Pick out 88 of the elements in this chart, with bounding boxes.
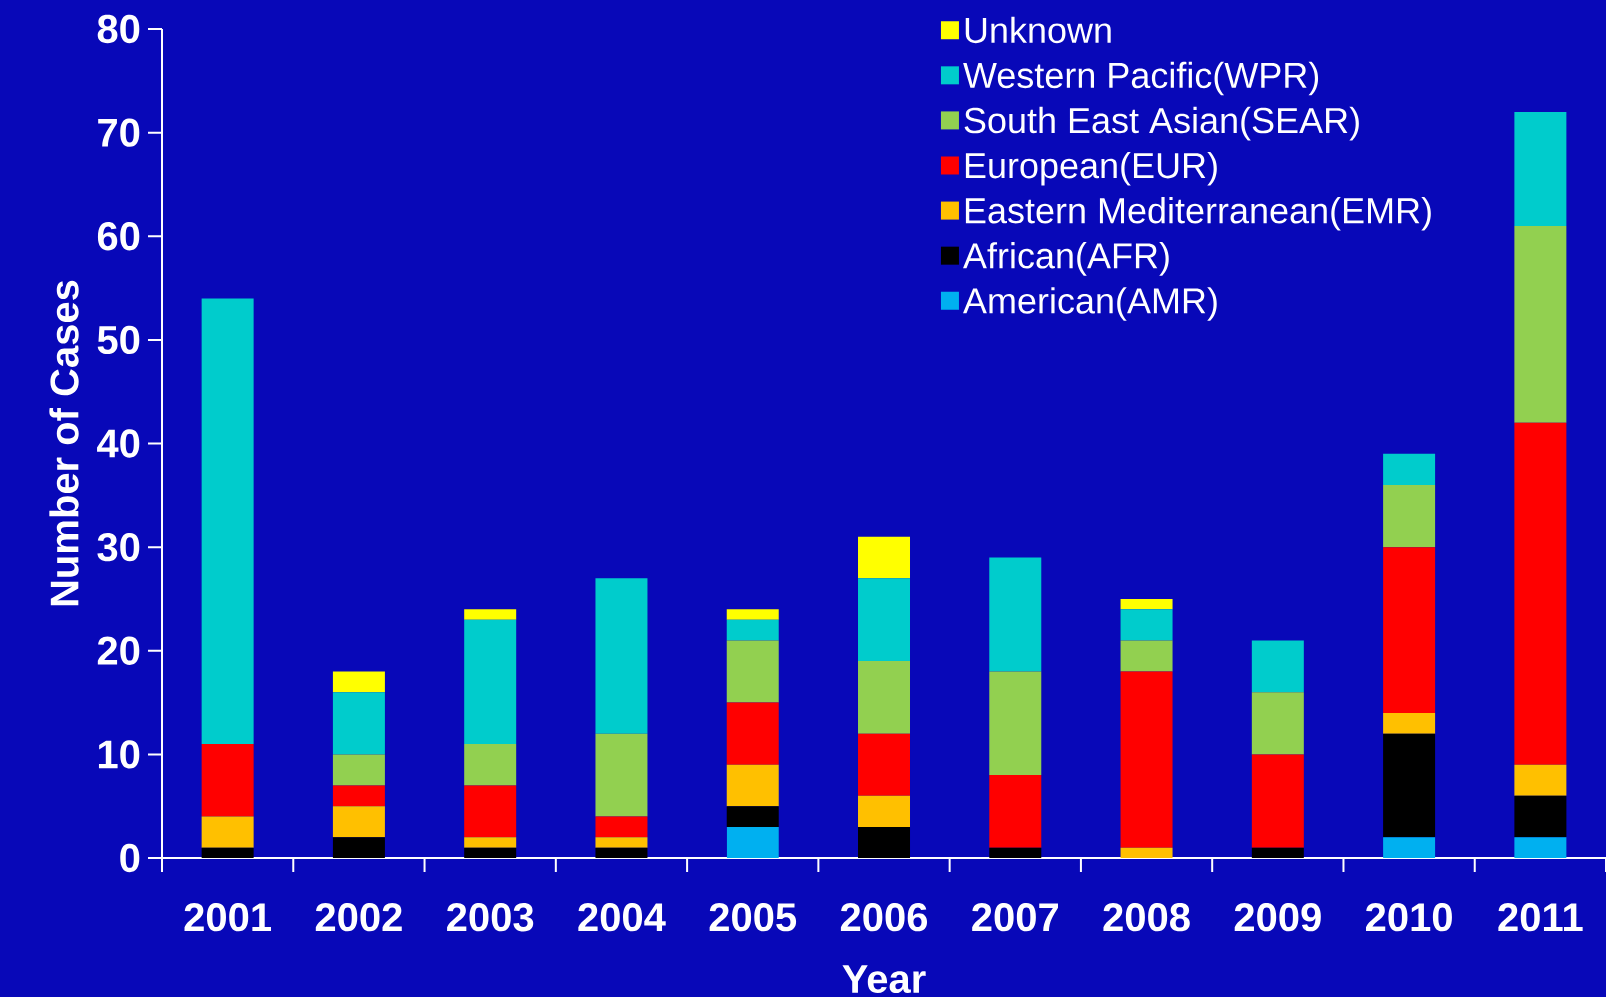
bar: [595, 837, 648, 848]
y-axis-title: Number of Cases: [49, 280, 79, 606]
y-tick-label: 70: [98, 118, 140, 147]
bar: [464, 847, 517, 858]
bar: [1514, 795, 1567, 838]
bar: [1514, 225, 1567, 423]
x-tick-label: 2006: [840, 903, 928, 932]
y-tick-label: 30: [97, 532, 140, 562]
bar: [201, 298, 254, 745]
bar: [1383, 484, 1436, 548]
bar: [1251, 640, 1304, 693]
bar: [1120, 609, 1173, 641]
x-axis-title: Year: [842, 965, 926, 994]
x-tick-label: 2004: [578, 903, 666, 932]
y-tick-label: 0: [120, 843, 140, 873]
bar: [464, 619, 517, 745]
legend-label: Western Pacific(WPR): [963, 61, 1319, 96]
bar: [464, 744, 517, 786]
bar: [726, 764, 779, 807]
x-tick-label: 2010: [1365, 903, 1452, 932]
bar: [1251, 754, 1304, 848]
y-tick-label: 80: [97, 14, 140, 44]
bar: [1251, 692, 1304, 755]
x-tick-label: 2003: [447, 903, 534, 932]
y-tick-label: 60: [97, 222, 140, 251]
bar: [595, 733, 648, 817]
bar: [1514, 422, 1567, 765]
bar: [989, 847, 1042, 858]
bar: [464, 785, 517, 838]
y-tick-label: 20: [97, 636, 140, 665]
legend-label: European(EUR): [965, 151, 1217, 186]
legend-label: African(AFR): [963, 242, 1169, 276]
bar: [332, 837, 385, 858]
legend-label: Eastern Mediterranean(EMR): [965, 197, 1431, 231]
x-tick-label: 2005: [709, 903, 797, 932]
y-tick-label: 10: [98, 740, 140, 769]
y-tick-label: 40: [97, 429, 140, 458]
bar: [1514, 764, 1567, 796]
bar: [464, 609, 517, 620]
bar: [1251, 847, 1304, 858]
x-tick-label: 2001: [184, 903, 272, 932]
bar: [858, 578, 911, 662]
bar: [1383, 837, 1436, 858]
bar: [1514, 111, 1567, 226]
bar: [595, 578, 648, 734]
x-tick-label: 2002: [315, 903, 402, 932]
legend-label: American(AMR): [963, 287, 1217, 321]
bar: [1383, 453, 1436, 485]
x-tick-label: 2008: [1103, 903, 1190, 932]
bar: [1120, 598, 1173, 610]
bar: [1120, 847, 1173, 858]
bar: [726, 806, 779, 827]
bar: [595, 816, 648, 838]
bar: [726, 609, 779, 620]
bar: [858, 733, 911, 796]
bar: [201, 816, 254, 848]
bar: [1383, 733, 1436, 838]
bar: [201, 847, 254, 858]
bar: [332, 806, 385, 838]
bar: [1120, 640, 1173, 672]
bar: [464, 837, 517, 848]
bar: [726, 702, 779, 765]
bar: [858, 826, 911, 858]
bar: [858, 661, 911, 734]
legend-label: South East Asian(SEAR): [964, 106, 1359, 141]
bar: [332, 785, 385, 807]
bar: [332, 754, 385, 786]
bar: [1383, 712, 1436, 734]
bar: [1514, 837, 1567, 858]
bar: [201, 744, 254, 817]
bar: [1120, 671, 1173, 848]
bar: [726, 619, 779, 641]
x-tick-label: 2009: [1234, 903, 1321, 932]
bar: [726, 640, 779, 703]
bar: [595, 847, 648, 858]
bar: [858, 536, 911, 579]
bar: [858, 795, 911, 827]
bar: [332, 671, 385, 693]
x-tick-label: 2007: [972, 903, 1058, 932]
bar: [332, 692, 385, 755]
bar: [1383, 547, 1436, 713]
x-tick-label: 2011: [1498, 903, 1583, 932]
bar: [726, 826, 779, 858]
bar: [989, 671, 1042, 776]
bar: [989, 775, 1042, 848]
legend-label: Unknown: [965, 16, 1111, 44]
y-tick-label: 50: [97, 325, 140, 355]
bar: [989, 557, 1042, 672]
